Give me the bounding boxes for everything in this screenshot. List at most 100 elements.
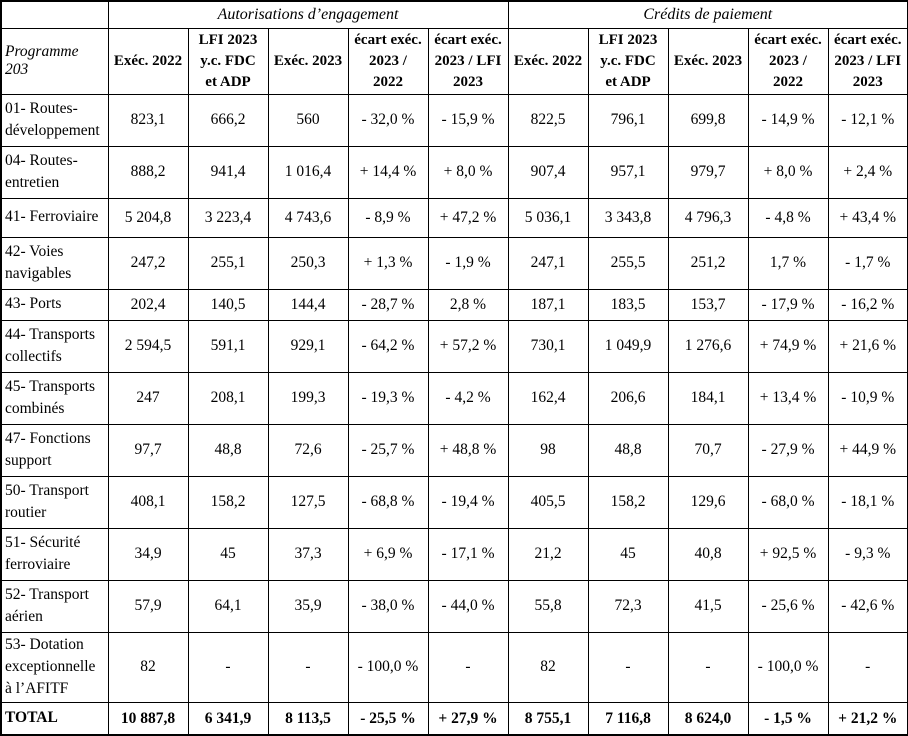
value-cell: 64,1 <box>187 579 269 633</box>
value-cell: 941,4 <box>187 145 269 199</box>
value-cell: 72,3 <box>587 579 669 633</box>
value-cell: - 27,9 % <box>747 423 829 477</box>
row-label: 53- Dotation exceptionnelle à l’AFITF <box>0 631 109 703</box>
cp-header-lfi-2023: LFI 2023 y.c. FDC et ADP <box>587 27 669 95</box>
value-cell: 40,8 <box>667 527 749 581</box>
ae-header-lfi-2023: LFI 2023 y.c. FDC et ADP <box>187 27 269 95</box>
value-cell: + 8,0 % <box>747 145 829 199</box>
value-cell: + 74,9 % <box>747 319 829 373</box>
value-cell: 48,8 <box>187 423 269 477</box>
value-cell: 41,5 <box>667 579 749 633</box>
value-cell: - 18,1 % <box>827 475 908 529</box>
value-cell: 97,7 <box>107 423 189 477</box>
value-cell: 158,2 <box>587 475 669 529</box>
value-cell: 929,1 <box>267 319 349 373</box>
value-cell: 2,8 % <box>427 288 509 321</box>
table-row: 45- Transports combinés 247 208,1 199,3- 19… <box>0 371 908 425</box>
value-cell: - 25,5 % <box>347 701 429 736</box>
value-cell: 796,1 <box>587 93 669 147</box>
table-row: 42- Voies navigables 247,2 255,1 250,3 + 1,3… <box>0 236 908 290</box>
table-row: 52- Transport aérien 57,9 64,1 35,9- 38,0 %… <box>0 579 908 633</box>
ae-header-exec-2023: Exéc. 2023 <box>267 27 349 95</box>
value-cell: - <box>667 631 749 703</box>
value-cell: 247,1 <box>507 236 589 290</box>
value-cell: 8 624,0 <box>667 701 749 736</box>
value-cell: 666,2 <box>187 93 269 147</box>
value-cell: + 48,8 % <box>427 423 509 477</box>
value-cell: - 1,7 % <box>827 236 908 290</box>
value-cell: + 2,4 % <box>827 145 908 199</box>
value-cell: - 64,2 % <box>347 319 429 373</box>
value-cell: + 43,4 % <box>827 197 908 238</box>
value-cell: 1 049,9 <box>587 319 669 373</box>
table-body: 01- Routes-développement 823,1 666,2 560- 3… <box>0 93 908 736</box>
value-cell: 907,4 <box>507 145 589 199</box>
row-label: 04- Routes-entretien <box>0 145 109 199</box>
cp-header-ecart-2023-lfi: écart exéc. 2023 / LFI 2023 <box>827 27 908 95</box>
value-cell: 45 <box>187 527 269 581</box>
value-cell: - <box>427 631 509 703</box>
row-label: 50- Transport routier <box>0 475 109 529</box>
value-cell: 1 276,6 <box>667 319 749 373</box>
table-row: 04- Routes-entretien 888,2 941,4 1 016,4 + 1… <box>0 145 908 199</box>
value-cell: - 4,8 % <box>747 197 829 238</box>
value-cell: + 57,2 % <box>427 319 509 373</box>
cp-header-exec-2023: Exéc. 2023 <box>667 27 749 95</box>
value-cell: 206,6 <box>587 371 669 425</box>
value-cell: - 1,5 % <box>747 701 829 736</box>
value-cell: 21,2 <box>507 527 589 581</box>
value-cell: - 19,4 % <box>427 475 509 529</box>
ae-header-ecart-2023-2022: écart exéc. 2023 / 2022 <box>347 27 429 95</box>
value-cell: 153,7 <box>667 288 749 321</box>
table-row: 51- Sécurité ferroviaire 34,9 45 37,3 + 6,9 … <box>0 527 908 581</box>
value-cell: 5 036,1 <box>507 197 589 238</box>
value-cell: 202,4 <box>107 288 189 321</box>
table-row: 41- Ferroviaire 5 204,8 3 223,4 4 743,6- 8,… <box>0 197 908 238</box>
section-header-credits-paiement: Crédits de paiement <box>507 0 908 29</box>
value-cell: 250,3 <box>267 236 349 290</box>
row-label: TOTAL <box>0 701 109 736</box>
value-cell: - 100,0 % <box>747 631 829 703</box>
value-cell: - <box>267 631 349 703</box>
total-row: TOTAL 10 887,8 6 341,9 8 113,5- 25,5 % + 27,… <box>0 701 908 736</box>
value-cell: - 17,9 % <box>747 288 829 321</box>
table-row: 47- Fonctions support 97,7 48,8 72,6- 25,7 … <box>0 423 908 477</box>
table-row: 01- Routes-développement 823,1 666,2 560- 3… <box>0 93 908 147</box>
value-cell: - 28,7 % <box>347 288 429 321</box>
value-cell: 7 116,8 <box>587 701 669 736</box>
value-cell: 208,1 <box>187 371 269 425</box>
value-cell: - <box>187 631 269 703</box>
value-cell: 730,1 <box>507 319 589 373</box>
value-cell: 957,1 <box>587 145 669 199</box>
value-cell: - 9,3 % <box>827 527 908 581</box>
value-cell: 187,1 <box>507 288 589 321</box>
value-cell: 140,5 <box>187 288 269 321</box>
row-label: 43- Ports <box>0 288 109 321</box>
table-row: 53- Dotation exceptionnelle à l’AFITF 82-… <box>0 631 908 703</box>
value-cell: + 44,9 % <box>827 423 908 477</box>
value-cell: - 25,6 % <box>747 579 829 633</box>
row-label: 45- Transports combinés <box>0 371 109 425</box>
value-cell: - 32,0 % <box>347 93 429 147</box>
value-cell: 98 <box>507 423 589 477</box>
value-cell: + 27,9 % <box>427 701 509 736</box>
value-cell: + 14,4 % <box>347 145 429 199</box>
ae-header-exec-2022: Exéc. 2022 <box>107 27 189 95</box>
value-cell: 199,3 <box>267 371 349 425</box>
value-cell: + 8,0 % <box>427 145 509 199</box>
value-cell: - 100,0 % <box>347 631 429 703</box>
value-cell: 82 <box>107 631 189 703</box>
value-cell: - 1,9 % <box>427 236 509 290</box>
value-cell: 158,2 <box>187 475 269 529</box>
column-header-row: Programme 203 Exéc. 2022 LFI 2023 y.c. F… <box>0 27 908 95</box>
value-cell: 2 594,5 <box>107 319 189 373</box>
value-cell: - 15,9 % <box>427 93 509 147</box>
value-cell: 183,5 <box>587 288 669 321</box>
value-cell: 699,8 <box>667 93 749 147</box>
value-cell: 255,1 <box>187 236 269 290</box>
value-cell: 45 <box>587 527 669 581</box>
table-row: 50- Transport routier 408,1 158,2 127,5- 68… <box>0 475 908 529</box>
value-cell: 3 343,8 <box>587 197 669 238</box>
value-cell: - 42,6 % <box>827 579 908 633</box>
value-cell: 10 887,8 <box>107 701 189 736</box>
